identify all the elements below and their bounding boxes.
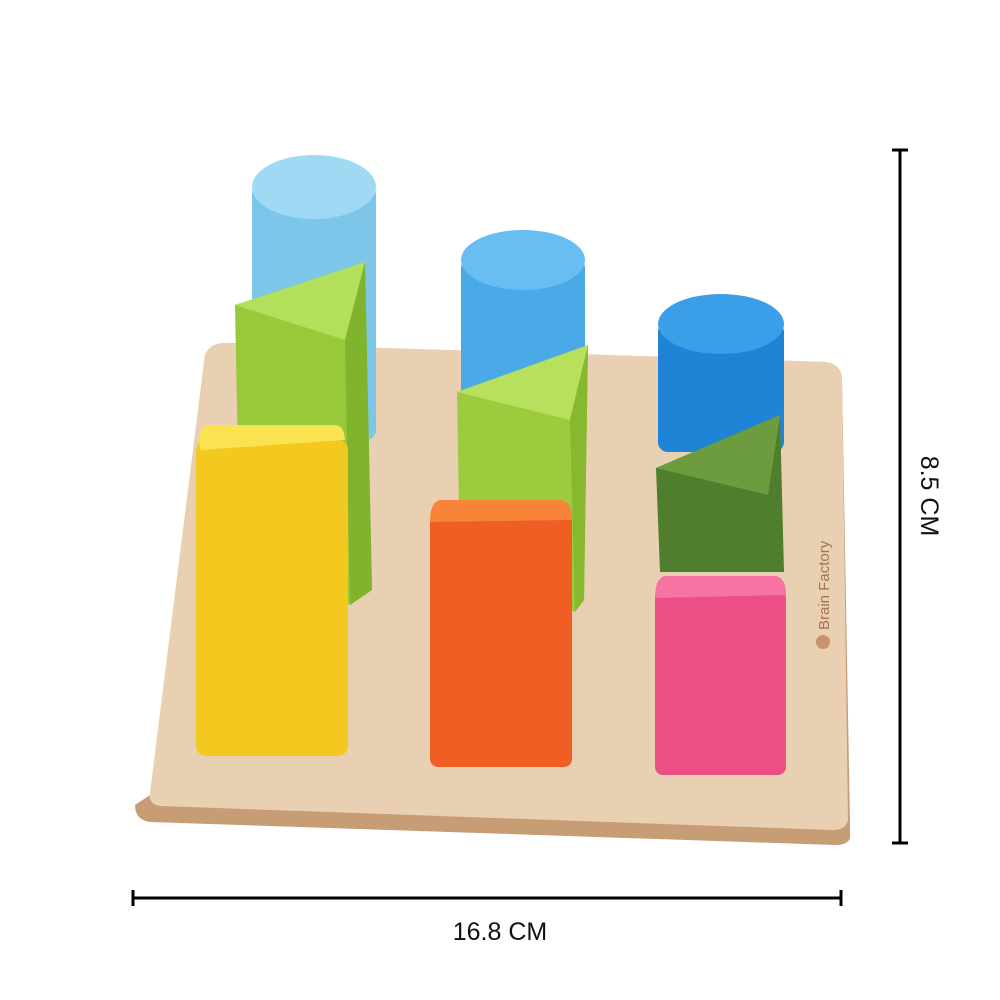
- width-label: 16.8 CM: [453, 918, 547, 946]
- width-dimension: 16.8 CM: [131, 890, 843, 946]
- block-pink: [655, 576, 786, 775]
- height-dimension: 8.5 CM: [892, 148, 943, 845]
- block-orange: [430, 500, 572, 767]
- brand-logo: Brain Factory: [816, 540, 833, 649]
- triangle-prism-dark-green: [656, 415, 784, 572]
- block-yellow: [196, 425, 348, 756]
- brand-logo-text: Brain Factory: [816, 540, 833, 630]
- height-label: 8.5 CM: [915, 456, 943, 537]
- cylinder-dark-blue: [658, 294, 784, 452]
